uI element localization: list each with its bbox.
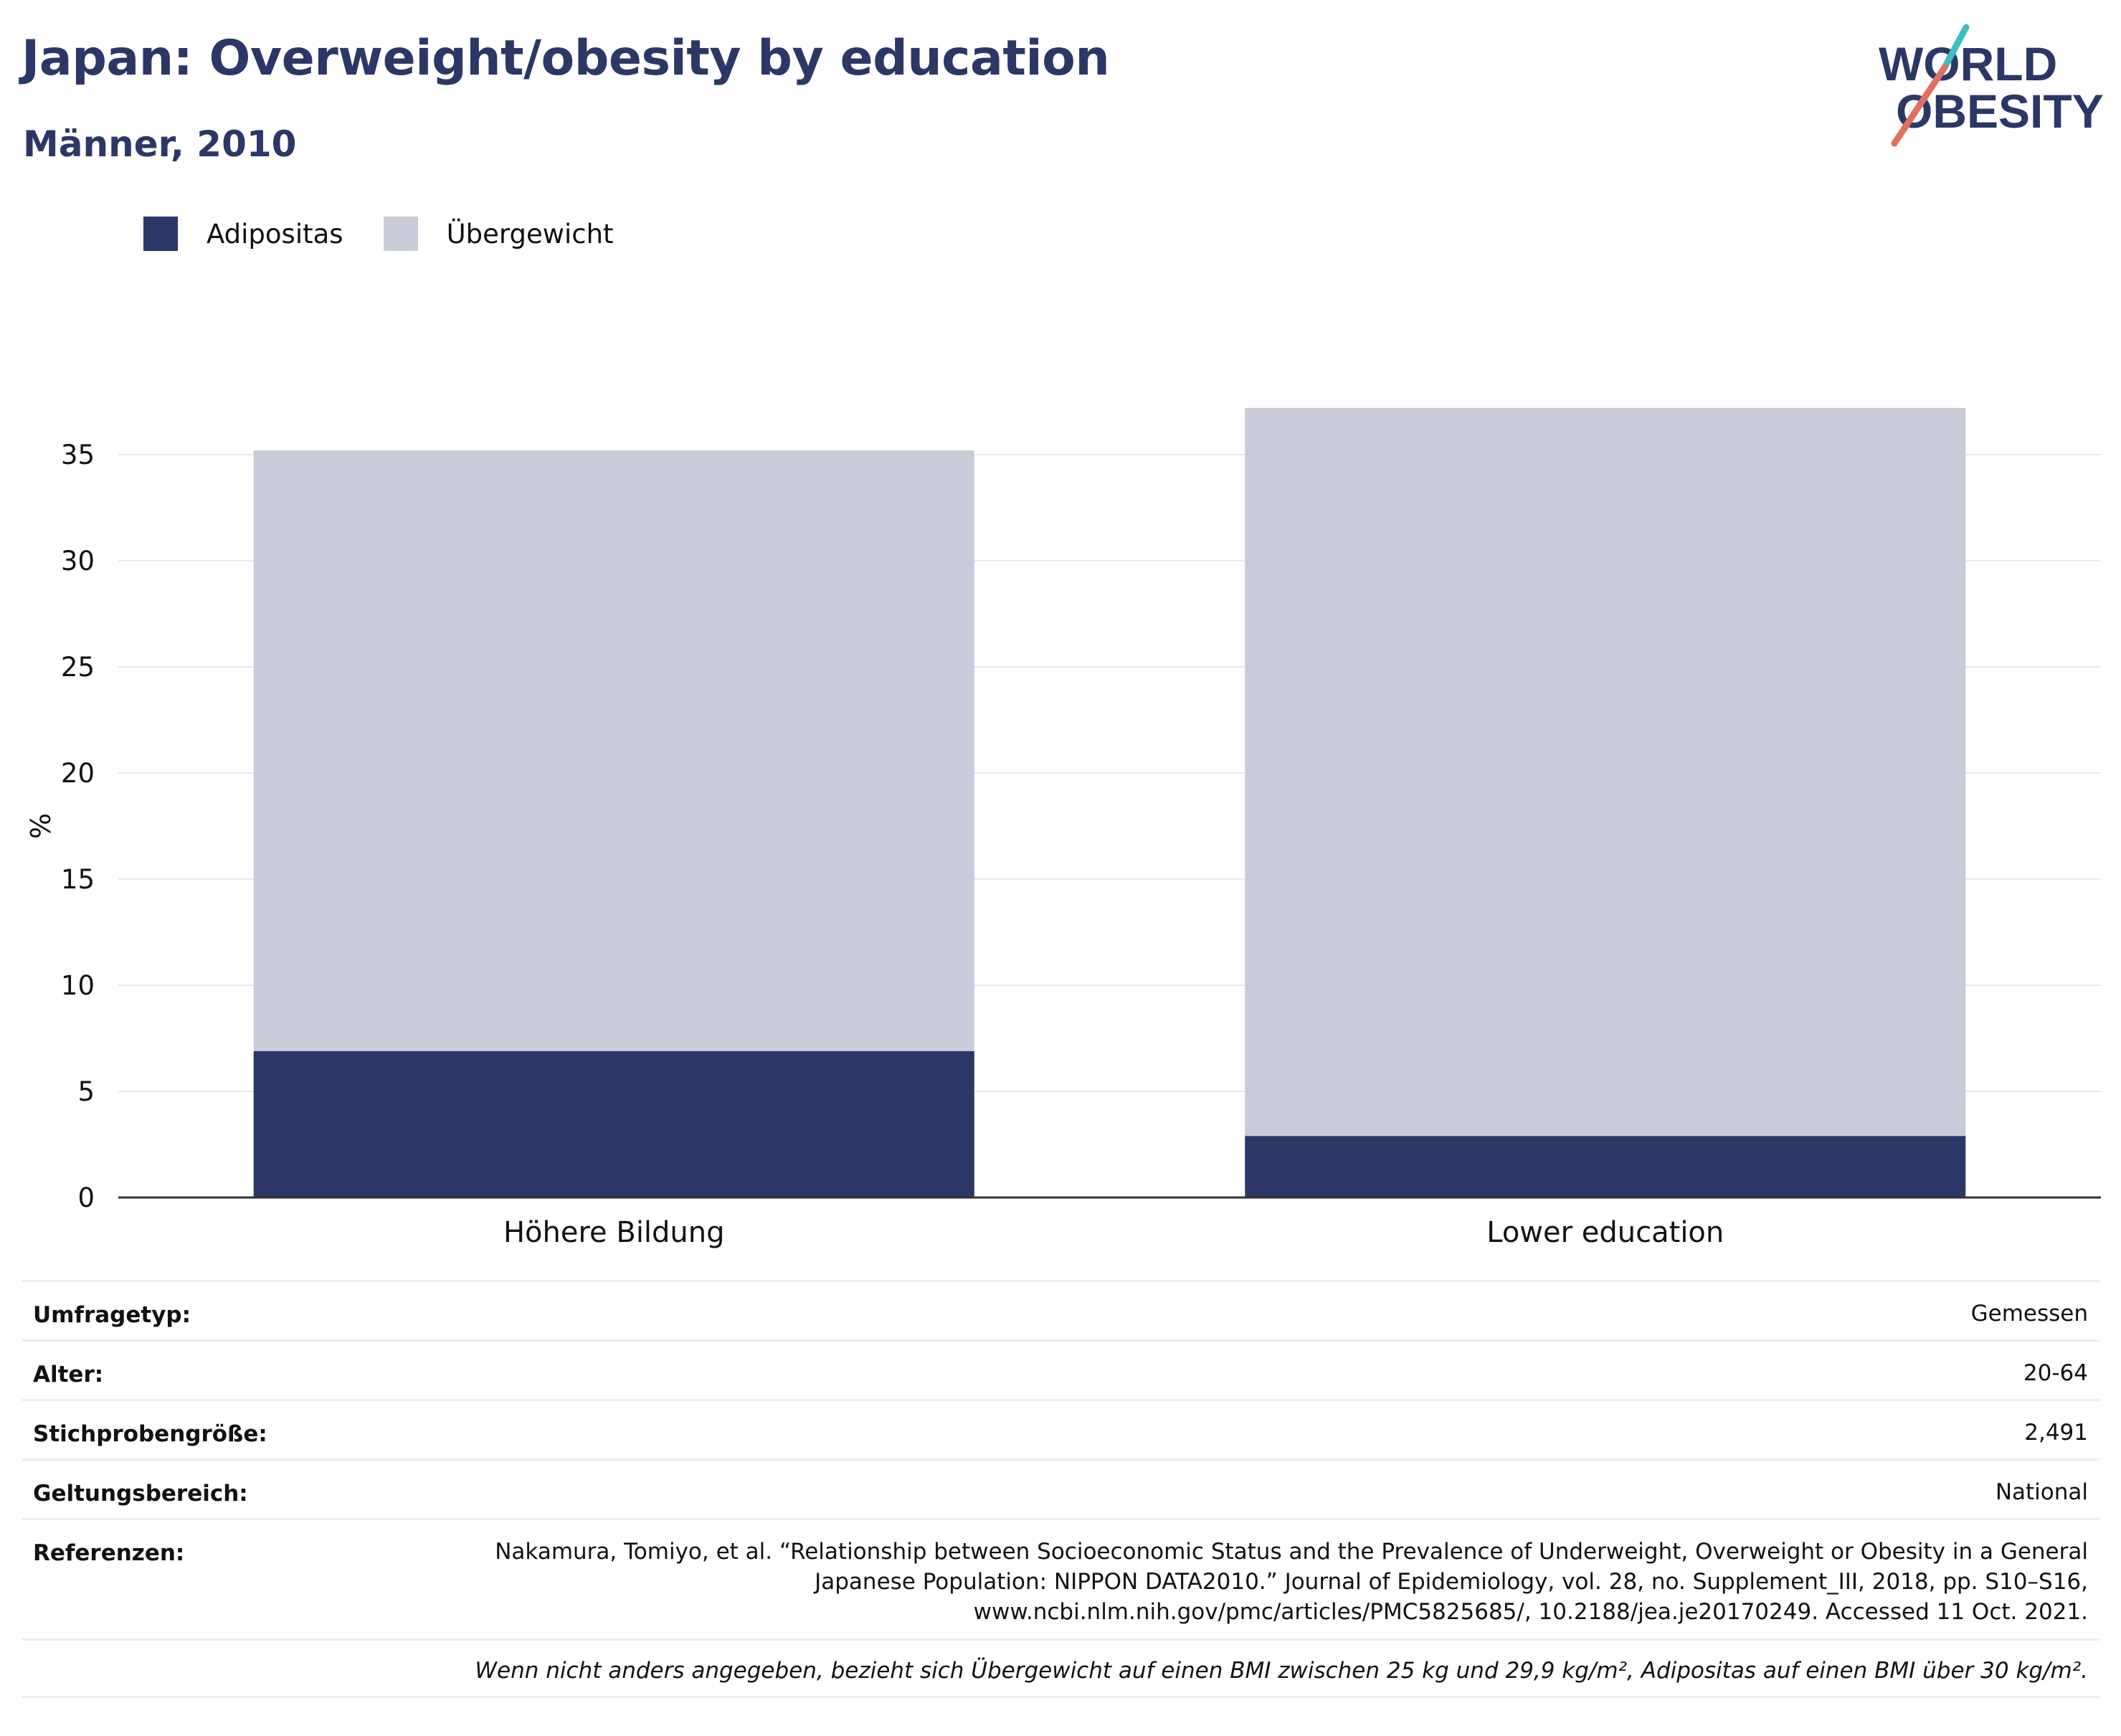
legend-label-overweight: Übergewicht [446, 218, 614, 250]
x-tick-label: Höhere Bildung [503, 1216, 725, 1249]
y-tick-label: 15 [61, 864, 95, 895]
bar-obesity [1245, 1136, 1966, 1197]
y-tick-label: 20 [61, 758, 95, 789]
legend-swatch-obesity [143, 217, 178, 251]
y-tick-label: 10 [61, 970, 95, 1001]
legend-item-obesity: Adipositas [143, 217, 343, 251]
info-value: National [1995, 1479, 2088, 1505]
y-tick-label: 0 [77, 1182, 95, 1213]
world-obesity-logo: WORLD OBESITY [1879, 24, 2104, 147]
legend-label-obesity: Adipositas [207, 218, 343, 250]
info-key: Stichprobengröße: [33, 1421, 267, 1447]
info-value: Gemessen [1970, 1301, 2088, 1327]
references-text: Nakamura, Tomiyo, et al. “Relationship b… [495, 1539, 2088, 1625]
y-tick-label: 35 [61, 440, 95, 470]
bar-overweight [1245, 407, 1966, 1137]
page-subtitle: Männer, 2010 [23, 123, 297, 165]
legend-swatch-overweight [383, 217, 418, 251]
bar-chart: 0 5 10 15 20 25 30 35% Höhere Bildung Lower educa… [25, 407, 2101, 1249]
logo-slash-red [1891, 64, 1948, 147]
info-key: Umfragetyp: [33, 1302, 191, 1328]
page-title: Japan: Overweight/obesity by education [22, 30, 1110, 87]
info-row-references: Referenzen: Nakamura, Tomiyo, et al. “Re… [22, 1518, 2099, 1638]
info-row-scope: Geltungsbereich: National [22, 1458, 2099, 1518]
info-row-sample-size: Stichprobengröße: 2,491 [22, 1399, 2099, 1458]
legend-item-overweight: Übergewicht [383, 217, 614, 251]
legend: Adipositas Übergewicht [143, 212, 654, 255]
y-tick-label: 5 [77, 1076, 95, 1107]
x-tick-label: Lower education [1486, 1216, 1724, 1249]
y-axis-label: % [25, 813, 57, 839]
info-value: 2,491 [2024, 1420, 2088, 1446]
definition-note: Wenn nicht anders angegeben, bezieht sic… [22, 1638, 2099, 1698]
logo-slash-teal [1941, 24, 1970, 71]
logo-line1: WORLD [1879, 37, 2057, 90]
info-key: Alter: [33, 1362, 104, 1388]
info-value: 20-64 [2023, 1360, 2088, 1386]
info-key: Geltungsbereich: [33, 1481, 248, 1507]
info-row-survey-type: Umfragetyp: Gemessen [22, 1280, 2099, 1339]
y-tick-label: 25 [61, 652, 95, 683]
bar-obesity [253, 1050, 974, 1197]
info-table: Umfragetyp: Gemessen Alter: 20-64 Stichp… [22, 1280, 2099, 1698]
y-tick-label: 30 [61, 546, 95, 577]
info-key: Referenzen: [33, 1540, 185, 1566]
info-row-age: Alter: 20-64 [22, 1339, 2099, 1399]
bar-overweight [253, 450, 974, 1051]
